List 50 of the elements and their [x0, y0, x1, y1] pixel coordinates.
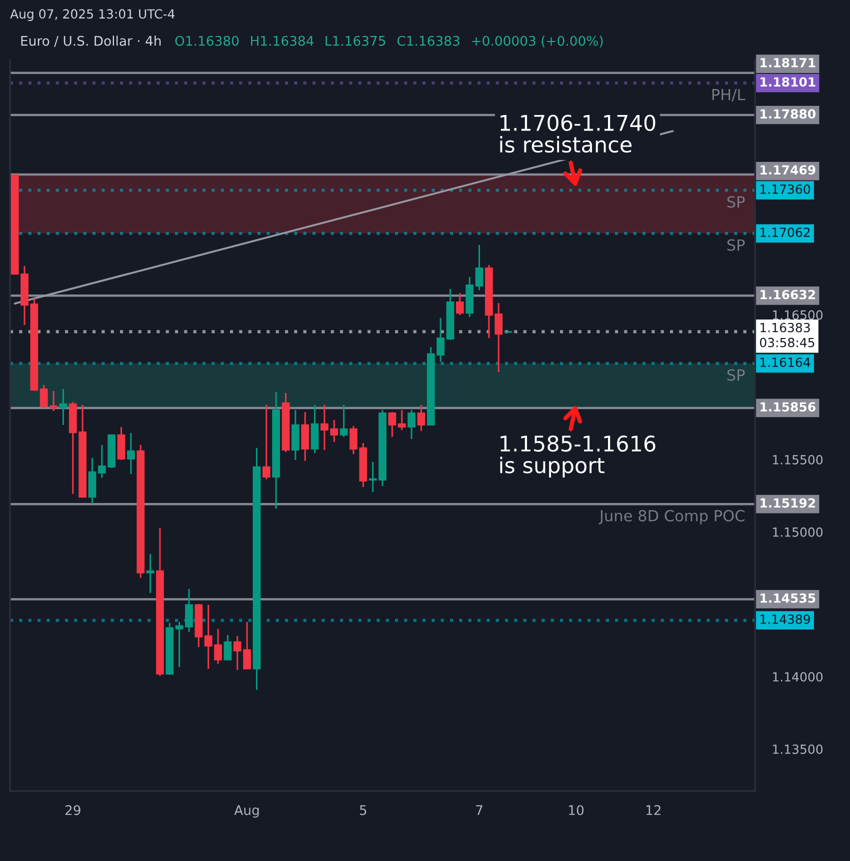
ref-line-label: 1.17062 [760, 228, 810, 238]
ref-line-label: 1.14535 [760, 593, 816, 603]
ref-line-label: 1.18171 [760, 58, 816, 68]
ref-line-label: 1.14389 [760, 614, 810, 624]
ref-line-label: 1.17880 [760, 109, 816, 119]
y-tick-label: 1.15000 [773, 527, 823, 537]
candlestick [340, 404, 348, 438]
annotation: June 8D Comp POC [598, 510, 744, 524]
candlestick [417, 404, 426, 432]
text: +0.00003 (+0.00%) [472, 36, 603, 48]
text: L1.16375 [326, 36, 386, 46]
annotation: SP [727, 239, 745, 251]
candlestick [262, 404, 270, 480]
annotation: 1.1706-1.1740 is resistance [500, 114, 656, 153]
candlestick [388, 411, 396, 438]
annotation: 1.1585-1.1616 is support [500, 435, 656, 478]
ref-line-label: 1.16383 03:58:45 [760, 322, 814, 348]
candlestick [59, 388, 68, 426]
ref-line-label: 1.15856 [760, 402, 816, 412]
x-tick-label: 5 [360, 805, 366, 816]
candlestick [398, 409, 406, 431]
candlestick [456, 292, 464, 316]
ref-line-label: 1.17360 [760, 184, 810, 194]
candlestick [475, 244, 484, 291]
ref-line-label: 1.18101 [760, 77, 816, 87]
text: O1.16380 [175, 36, 239, 46]
ref-line-label: 1.17469 [760, 165, 816, 175]
y-tick-label: 1.15500 [773, 454, 823, 464]
x-tick-label: 10 [569, 805, 584, 816]
candlestick [127, 432, 135, 475]
text: C1.16383 [397, 36, 460, 46]
ref-line-label: 1.16632 [760, 290, 816, 300]
ref-line-label: 1.15192 [760, 498, 816, 508]
y-tick-label: 1.16500 [773, 310, 823, 320]
annotation: SP [727, 196, 745, 208]
annotation: SP [727, 369, 745, 381]
y-tick-label: 1.14000 [773, 672, 823, 682]
x-tick-label: 7 [476, 805, 482, 815]
chart-title: Aug 07, 2025 13:01 UTC-4 [10, 9, 175, 22]
y-tick-label: 1.13500 [773, 744, 823, 754]
candlestick [224, 634, 232, 661]
ref-line-label: 1.16164 [760, 358, 810, 368]
candlestick [146, 553, 154, 594]
candlestick [408, 409, 416, 440]
text: H1.16384 [251, 36, 314, 46]
x-tick-label: 12 [646, 805, 660, 815]
x-tick-label: 29 [65, 805, 80, 816]
x-tick-label: Aug [234, 805, 259, 818]
annotation: PH/L [712, 89, 746, 102]
chart-subtitle: Euro / U.S. Dollar · 4h [21, 36, 161, 47]
